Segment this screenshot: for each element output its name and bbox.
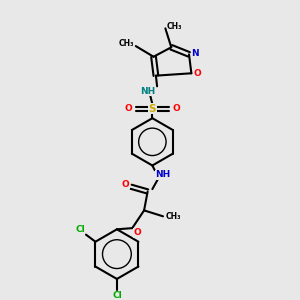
Text: CH₃: CH₃ (118, 39, 134, 48)
Text: O: O (194, 69, 201, 78)
Text: NH: NH (155, 170, 171, 179)
Text: S: S (148, 104, 156, 114)
Text: CH₃: CH₃ (166, 212, 182, 221)
Text: O: O (133, 228, 141, 237)
Text: O: O (121, 180, 129, 189)
Text: O: O (172, 104, 180, 113)
Text: NH: NH (140, 86, 155, 95)
Text: Cl: Cl (75, 225, 85, 234)
Text: O: O (125, 104, 133, 113)
Text: N: N (191, 49, 199, 58)
Text: Cl: Cl (112, 291, 122, 300)
Text: CH₃: CH₃ (167, 22, 183, 31)
